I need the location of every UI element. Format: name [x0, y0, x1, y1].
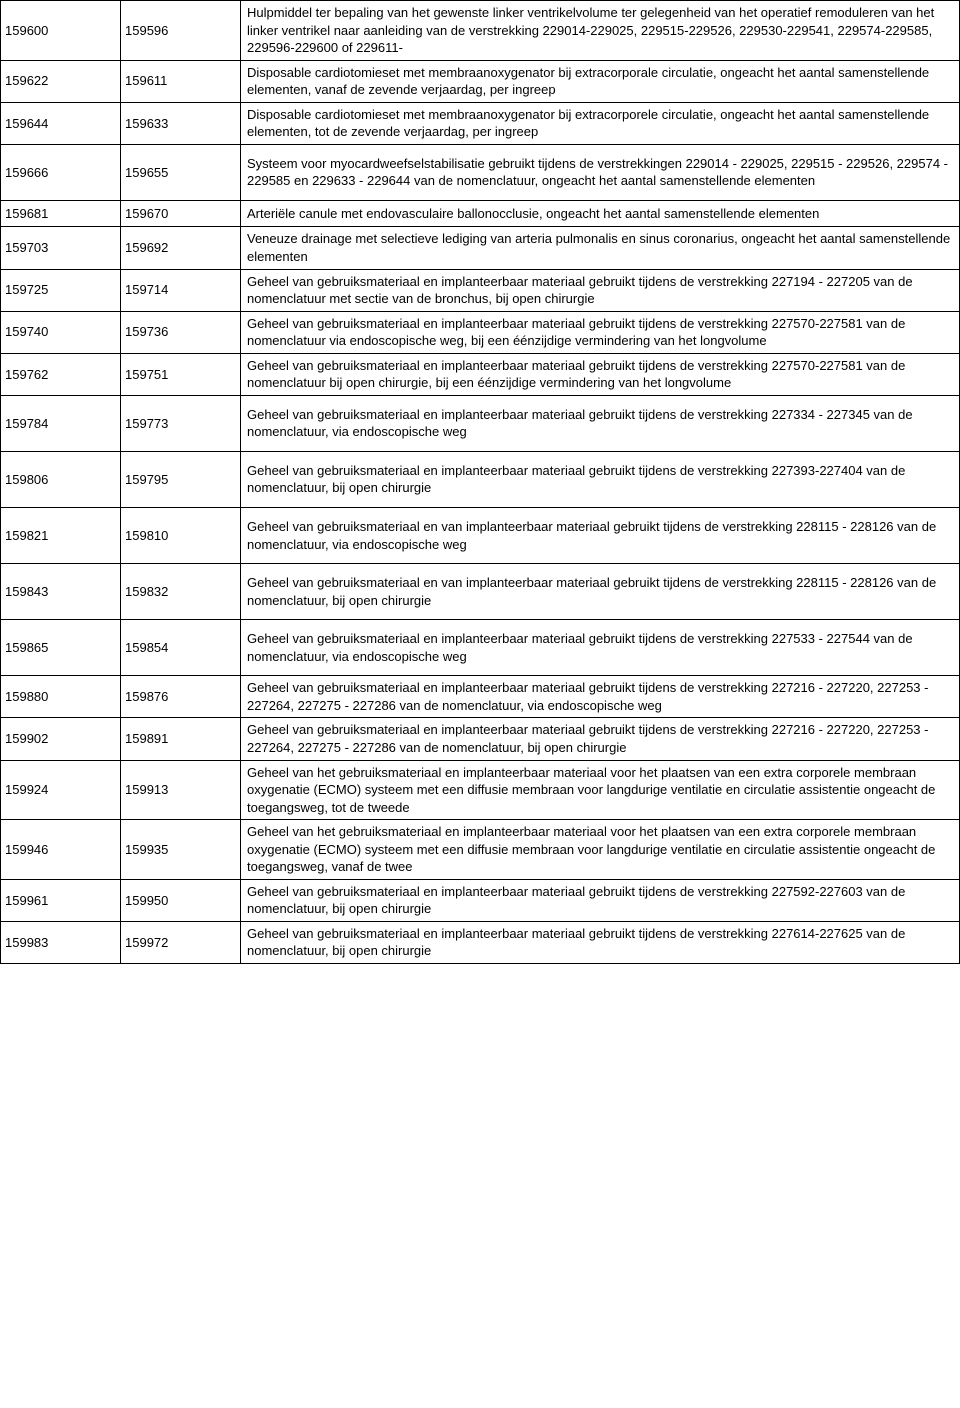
table-row: 159961159950Geheel van gebruiksmateriaal… [1, 879, 960, 921]
code2-cell: 159891 [121, 718, 241, 760]
code1-cell: 159902 [1, 718, 121, 760]
code1-cell: 159821 [1, 508, 121, 564]
table-row: 159946159935Geheel van het gebruiksmater… [1, 820, 960, 880]
description-cell: Geheel van gebruiksmateriaal en implante… [241, 451, 960, 507]
code1-cell: 159703 [1, 227, 121, 269]
code2-cell: 159611 [121, 60, 241, 102]
description-cell: Geheel van gebruiksmateriaal en implante… [241, 395, 960, 451]
table-row: 159806159795Geheel van gebruiksmateriaal… [1, 451, 960, 507]
code1-cell: 159681 [1, 200, 121, 227]
description-cell: Geheel van gebruiksmateriaal en implante… [241, 921, 960, 963]
table-row: 159740159736Geheel van gebruiksmateriaal… [1, 311, 960, 353]
code2-cell: 159832 [121, 564, 241, 620]
code2-cell: 159692 [121, 227, 241, 269]
code1-cell: 159983 [1, 921, 121, 963]
code2-cell: 159736 [121, 311, 241, 353]
code1-cell: 159865 [1, 620, 121, 676]
table-row: 159762159751Geheel van gebruiksmateriaal… [1, 353, 960, 395]
code2-cell: 159972 [121, 921, 241, 963]
description-cell: Arteriële canule met endovasculaire ball… [241, 200, 960, 227]
code2-cell: 159935 [121, 820, 241, 880]
table-row: 159725159714Geheel van gebruiksmateriaal… [1, 269, 960, 311]
description-cell: Geheel van gebruiksmateriaal en implante… [241, 676, 960, 718]
code1-cell: 159740 [1, 311, 121, 353]
code2-cell: 159810 [121, 508, 241, 564]
table-row: 159865159854Geheel van gebruiksmateriaal… [1, 620, 960, 676]
table-row: 159821159810Geheel van gebruiksmateriaal… [1, 508, 960, 564]
description-cell: Hulpmiddel ter bepaling van het gewenste… [241, 1, 960, 61]
table-row: 159983159972Geheel van gebruiksmateriaal… [1, 921, 960, 963]
description-cell: Geheel van gebruiksmateriaal en implante… [241, 269, 960, 311]
description-cell: Disposable cardiotomieset met membraanox… [241, 102, 960, 144]
description-cell: Geheel van gebruiksmateriaal en implante… [241, 353, 960, 395]
code2-cell: 159670 [121, 200, 241, 227]
code1-cell: 159600 [1, 1, 121, 61]
table-row: 159681159670Arteriële canule met endovas… [1, 200, 960, 227]
codes-table: 159600159596Hulpmiddel ter bepaling van … [0, 0, 960, 964]
code1-cell: 159725 [1, 269, 121, 311]
description-cell: Geheel van gebruiksmateriaal en implante… [241, 879, 960, 921]
code1-cell: 159666 [1, 144, 121, 200]
table-row: 159644159633Disposable cardiotomieset me… [1, 102, 960, 144]
code2-cell: 159913 [121, 760, 241, 820]
description-cell: Veneuze drainage met selectieve lediging… [241, 227, 960, 269]
description-cell: Geheel van gebruiksmateriaal en van impl… [241, 508, 960, 564]
table-row: 159924159913Geheel van het gebruiksmater… [1, 760, 960, 820]
description-cell: Disposable cardiotomieset met membraanox… [241, 60, 960, 102]
code2-cell: 159876 [121, 676, 241, 718]
description-cell: Geheel van gebruiksmateriaal en implante… [241, 311, 960, 353]
code2-cell: 159655 [121, 144, 241, 200]
code2-cell: 159854 [121, 620, 241, 676]
code2-cell: 159795 [121, 451, 241, 507]
description-cell: Geheel van het gebruiksmateriaal en impl… [241, 760, 960, 820]
code1-cell: 159784 [1, 395, 121, 451]
description-cell: Geheel van gebruiksmateriaal en implante… [241, 620, 960, 676]
table-row: 159784159773Geheel van gebruiksmateriaal… [1, 395, 960, 451]
code1-cell: 159622 [1, 60, 121, 102]
code2-cell: 159633 [121, 102, 241, 144]
code1-cell: 159843 [1, 564, 121, 620]
table-row: 159880159876Geheel van gebruiksmateriaal… [1, 676, 960, 718]
description-cell: Geheel van het gebruiksmateriaal en impl… [241, 820, 960, 880]
table-row: 159902159891Geheel van gebruiksmateriaal… [1, 718, 960, 760]
code2-cell: 159751 [121, 353, 241, 395]
code2-cell: 159950 [121, 879, 241, 921]
table-row: 159666159655Systeem voor myocardweefsels… [1, 144, 960, 200]
code1-cell: 159961 [1, 879, 121, 921]
description-cell: Systeem voor myocardweefselstabilisatie … [241, 144, 960, 200]
code2-cell: 159714 [121, 269, 241, 311]
code2-cell: 159596 [121, 1, 241, 61]
table-row: 159843159832Geheel van gebruiksmateriaal… [1, 564, 960, 620]
table-row: 159600159596Hulpmiddel ter bepaling van … [1, 1, 960, 61]
code1-cell: 159806 [1, 451, 121, 507]
code1-cell: 159946 [1, 820, 121, 880]
description-cell: Geheel van gebruiksmateriaal en van impl… [241, 564, 960, 620]
description-cell: Geheel van gebruiksmateriaal en implante… [241, 718, 960, 760]
code1-cell: 159644 [1, 102, 121, 144]
code1-cell: 159762 [1, 353, 121, 395]
code1-cell: 159880 [1, 676, 121, 718]
table-row: 159622159611Disposable cardiotomieset me… [1, 60, 960, 102]
table-row: 159703159692Veneuze drainage met selecti… [1, 227, 960, 269]
code1-cell: 159924 [1, 760, 121, 820]
code2-cell: 159773 [121, 395, 241, 451]
